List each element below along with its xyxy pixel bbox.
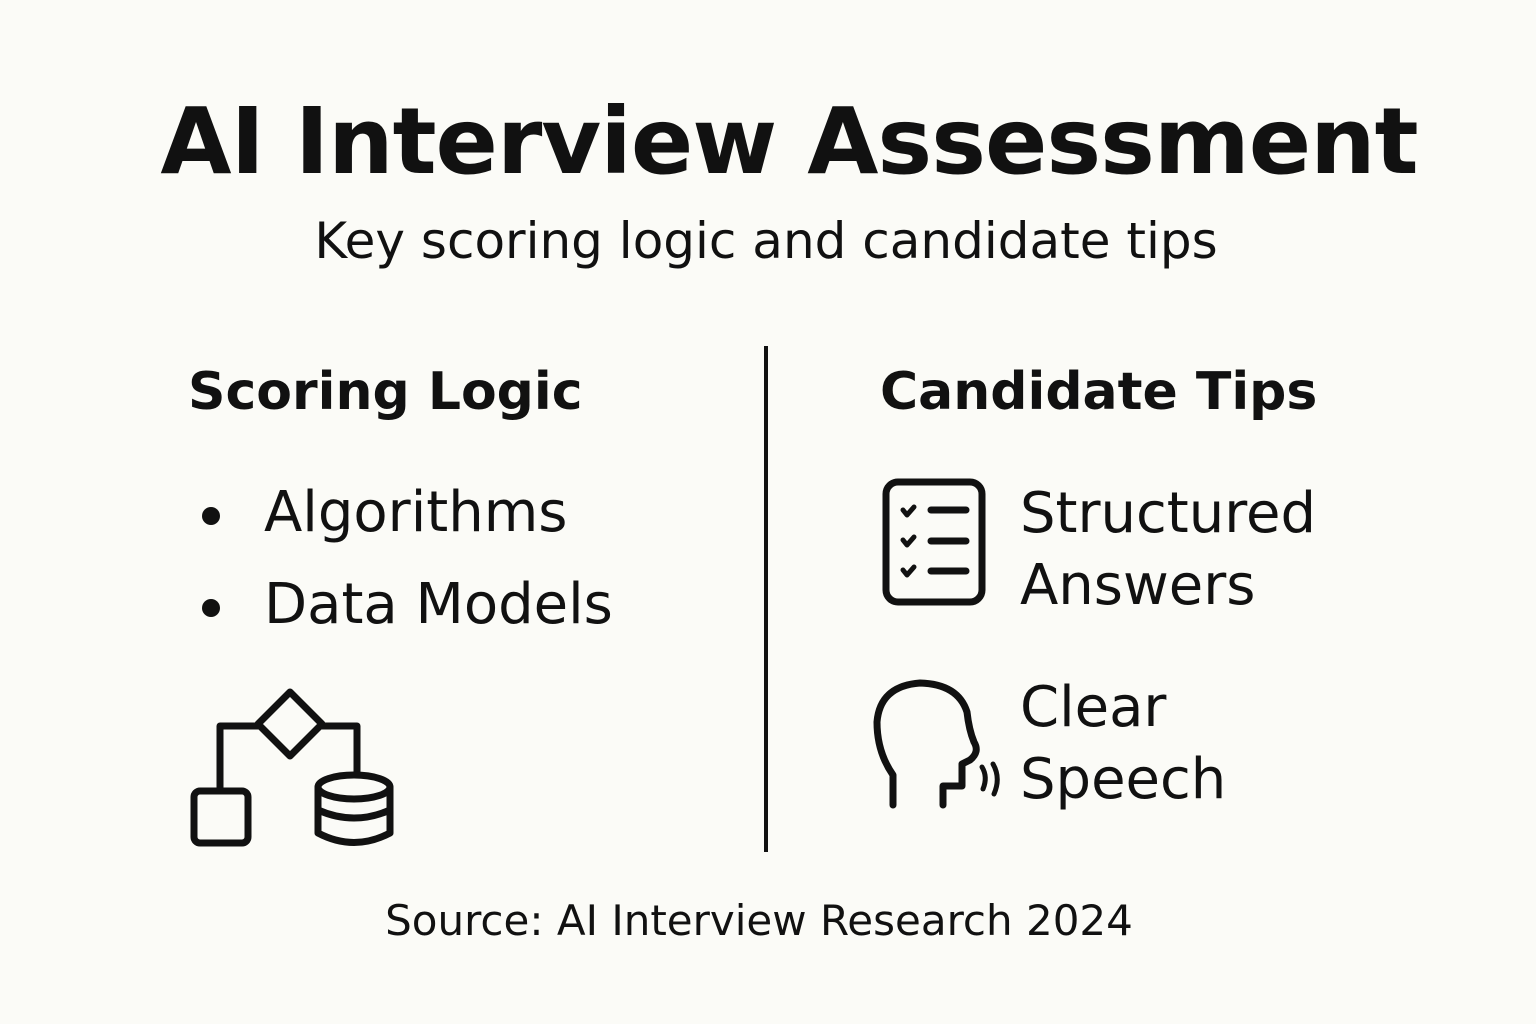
flowchart-database-icon [190, 688, 394, 847]
tip-line: Speech [1020, 747, 1227, 812]
bullet-dot [202, 599, 220, 617]
checklist-icon [882, 478, 986, 606]
list-item-data-models: Data Models [264, 572, 613, 637]
tip-line: Structured [1020, 481, 1317, 546]
tip-line: Answers [1020, 553, 1256, 618]
page-subtitle: Key scoring logic and candidate tips [314, 212, 1218, 270]
page-title: AI Interview Assessment [160, 88, 1418, 195]
tip-line: Clear [1020, 675, 1167, 740]
bullet-dot [202, 507, 220, 525]
source-note: Source: AI Interview Research 2024 [385, 896, 1133, 945]
column-divider [764, 346, 768, 852]
speaking-head-icon [873, 679, 1000, 809]
candidate-tips-heading: Candidate Tips [880, 362, 1318, 422]
tip-structured-answers: Structured Answers [1020, 478, 1316, 622]
tip-clear-speech: Clear Speech [1020, 672, 1226, 816]
list-item-algorithms: Algorithms [264, 480, 568, 545]
scoring-logic-heading: Scoring Logic [188, 362, 583, 422]
